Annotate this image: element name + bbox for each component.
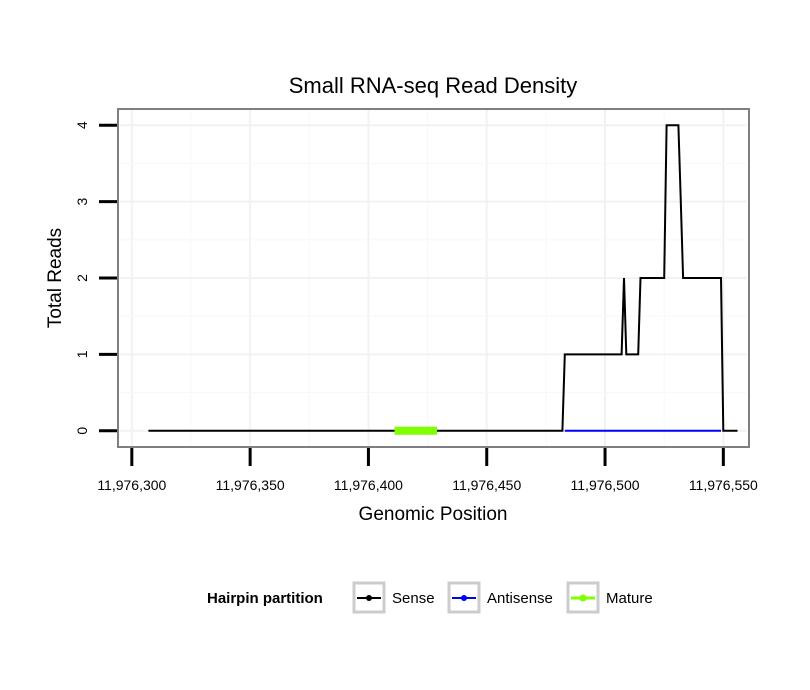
plot-border [117, 108, 750, 448]
x-tick-label: 11,976,450 [452, 477, 521, 493]
series-layer [148, 124, 738, 435]
x-tick-label: 11,976,400 [334, 477, 403, 493]
legend-item-mature: Mature [566, 581, 653, 614]
x-tick-label: 11,976,300 [97, 477, 166, 493]
x-tick-label: 11,976,500 [571, 477, 640, 493]
legend-title: Hairpin partition [207, 590, 323, 607]
y-axis: 0 1 2 3 4 [74, 121, 117, 435]
y-tick-label: 3 [74, 198, 90, 206]
legend-item-antisense: Antisense [447, 581, 553, 614]
legend-key-point [461, 595, 467, 601]
y-axis-title: Total Reads [45, 228, 66, 328]
series-line-sense [148, 124, 738, 432]
legend-label-mature: Mature [606, 590, 653, 607]
chart-title: Small RNA-seq Read Density [289, 73, 578, 98]
legend-key-point [366, 595, 372, 601]
y-tick-label: 0 [74, 427, 90, 435]
legend-label-antisense: Antisense [487, 590, 553, 607]
y-tick-label: 4 [74, 121, 90, 129]
legend-item-sense: Sense [352, 581, 435, 614]
legend-key-point [579, 594, 587, 602]
y-tick-label: 2 [74, 274, 90, 282]
x-tick-label: 11,976,350 [216, 477, 285, 493]
x-axis-title: Genomic Position [359, 504, 508, 525]
x-tick-label: 11,976,550 [689, 477, 758, 493]
x-axis: 11,976,300 11,976,350 11,976,400 11,976,450… [97, 448, 758, 493]
legend: Hairpin partition Sense Antisense Mature [207, 581, 653, 614]
legend-label-sense: Sense [392, 590, 435, 607]
y-tick-label: 1 [74, 350, 90, 358]
